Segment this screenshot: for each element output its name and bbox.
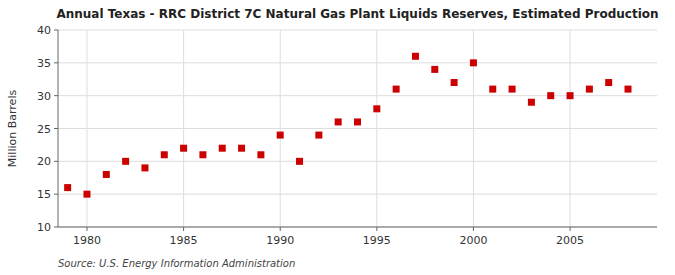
y-tick-label: 25 bbox=[37, 123, 51, 136]
y-tick bbox=[54, 62, 58, 63]
y-grid-line bbox=[58, 194, 657, 195]
x-grid-line bbox=[376, 30, 377, 227]
point bbox=[586, 86, 593, 93]
y-grid-line bbox=[58, 30, 657, 31]
y-axis-label: Million Barrels bbox=[6, 90, 19, 168]
x-tick bbox=[570, 227, 571, 231]
y-tick bbox=[54, 30, 58, 31]
x-tick-label: 1990 bbox=[266, 234, 294, 247]
point bbox=[122, 158, 129, 165]
x-grid-line bbox=[183, 30, 184, 227]
y-grid-line bbox=[58, 128, 657, 129]
point bbox=[315, 132, 322, 139]
point bbox=[528, 99, 535, 106]
y-tick bbox=[54, 95, 58, 96]
chart: 10 15 20 25 30 35 40 1980 1985 1990 1995 2000 2005 An… bbox=[0, 0, 675, 275]
y-grid-line bbox=[58, 62, 657, 63]
point bbox=[199, 151, 206, 158]
x-tick-label: 1985 bbox=[170, 234, 198, 247]
point bbox=[625, 86, 632, 93]
y-tick bbox=[54, 227, 58, 228]
points bbox=[64, 53, 631, 198]
point bbox=[567, 92, 574, 99]
x-tick-label: 2000 bbox=[459, 234, 487, 247]
y-axis-line bbox=[58, 30, 59, 227]
x-tick-label: 1995 bbox=[363, 234, 391, 247]
x-tick-label: 2005 bbox=[556, 234, 584, 247]
point bbox=[605, 79, 612, 86]
point bbox=[180, 145, 187, 152]
y-tick-label: 15 bbox=[37, 188, 51, 201]
point bbox=[509, 86, 516, 93]
point bbox=[238, 145, 245, 152]
point bbox=[257, 151, 264, 158]
point bbox=[64, 184, 71, 191]
point bbox=[83, 191, 90, 198]
point bbox=[219, 145, 226, 152]
x-grid-line bbox=[570, 30, 571, 227]
x-grid-line bbox=[280, 30, 281, 227]
x-tick bbox=[473, 227, 474, 231]
y-grid-line bbox=[58, 227, 657, 228]
point bbox=[335, 118, 342, 125]
point bbox=[470, 59, 477, 66]
point bbox=[296, 158, 303, 165]
y-tick bbox=[54, 161, 58, 162]
point bbox=[393, 86, 400, 93]
y-tick bbox=[54, 128, 58, 129]
point bbox=[161, 151, 168, 158]
y-tick-label: 20 bbox=[37, 155, 51, 168]
point bbox=[354, 118, 361, 125]
point bbox=[489, 86, 496, 93]
point bbox=[547, 92, 554, 99]
y-grid-line bbox=[58, 161, 657, 162]
point bbox=[431, 66, 438, 73]
source-note: Source: U.S. Energy Information Administ… bbox=[58, 258, 295, 269]
x-axis-line bbox=[58, 227, 657, 228]
x-tick-label: 1980 bbox=[73, 234, 101, 247]
y-tick-label: 35 bbox=[37, 57, 51, 70]
x-tick bbox=[86, 227, 87, 231]
x-tick bbox=[280, 227, 281, 231]
grid bbox=[58, 30, 657, 227]
point bbox=[451, 79, 458, 86]
point bbox=[141, 164, 148, 171]
x-tick bbox=[376, 227, 377, 231]
point bbox=[373, 105, 380, 112]
title: Annual Texas - RRC District 7C Natural G… bbox=[56, 7, 658, 21]
point bbox=[103, 171, 110, 178]
y-tick bbox=[54, 194, 58, 195]
y-tick-label: 30 bbox=[37, 90, 51, 103]
y-tick-label: 40 bbox=[37, 24, 51, 37]
x-tick bbox=[183, 227, 184, 231]
y-tick-label: 10 bbox=[37, 221, 51, 234]
point bbox=[277, 132, 284, 139]
point bbox=[412, 53, 419, 60]
